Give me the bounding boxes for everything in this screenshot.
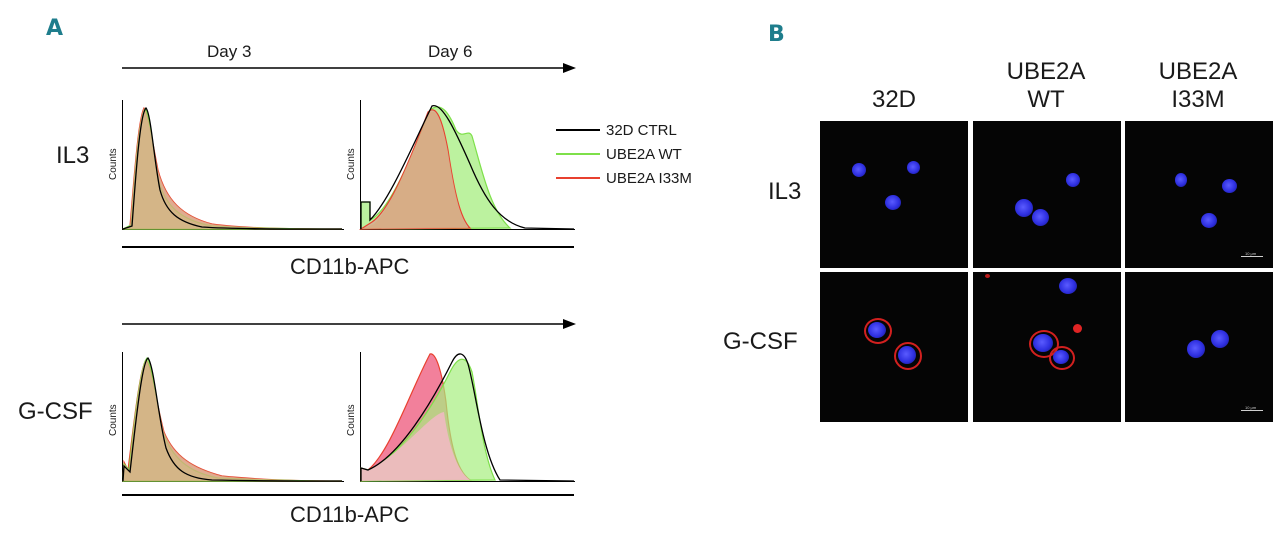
column-header-wt-line2: WT: [1027, 86, 1065, 113]
micrograph-il3-wt: [973, 121, 1121, 268]
day3-label-il3: Day 3: [207, 42, 252, 61]
membrane-ring: [894, 342, 922, 370]
histogram-gcsf-day6: [360, 352, 575, 482]
column-header-wt: UBE2A WT: [972, 58, 1120, 114]
hist-ctrl: [122, 357, 343, 482]
micro-row-label-il3: IL3: [768, 178, 802, 205]
legend-item-i33m: UBE2A I33M: [556, 166, 692, 190]
histogram-gcsf-day3: [122, 352, 344, 482]
column-header-i33m-line2: I33M: [1171, 86, 1225, 113]
column-header-wt-line1: UBE2A: [1006, 58, 1086, 85]
hist-ctrl: [360, 105, 575, 230]
red-speck: [985, 274, 990, 278]
legend-label-i33m: UBE2A I33M: [606, 169, 692, 187]
time-arrow-il3-head: [563, 63, 576, 73]
membrane-ring: [864, 318, 892, 344]
micro-row-label-gcsf: G-CSF: [723, 328, 798, 355]
panel-a-letter: A: [46, 16, 64, 41]
membrane-ring: [1029, 330, 1059, 358]
red-speck: [1073, 324, 1082, 333]
scale-bar: [1241, 410, 1263, 411]
micrograph-gcsf-i33m: 10 μm: [1125, 272, 1273, 422]
legend-item-wt: UBE2A WT: [556, 142, 692, 166]
hist-overlap: [361, 412, 470, 481]
row-label-gcsf: G-CSF: [18, 398, 93, 425]
column-header-32d: 32D: [820, 86, 968, 114]
hist-wt: [360, 358, 496, 482]
legend-swatch-i33m: [556, 177, 600, 179]
membrane-ring: [1049, 346, 1075, 370]
histogram-il3-day3: [122, 100, 344, 230]
nucleus: [1015, 199, 1033, 217]
panel-b-letter: B: [768, 22, 785, 47]
micrograph-il3-32d: [820, 121, 968, 268]
time-arrow-gcsf-head: [563, 319, 576, 329]
x-axis-label-il3: CD11b-APC: [290, 254, 410, 279]
day6-label-il3: Day 6: [428, 42, 473, 61]
nucleus: [1059, 278, 1077, 294]
column-header-i33m: UBE2A I33M: [1124, 58, 1272, 114]
scale-bar: [1241, 256, 1263, 257]
nucleus: [907, 161, 920, 174]
row-label-il3: IL3: [56, 142, 90, 169]
counts-label-gcsf-day6: Counts: [346, 404, 357, 436]
hist-overlap: [123, 108, 342, 229]
nucleus: [1222, 179, 1237, 193]
legend-label-ctrl: 32D CTRL: [606, 121, 677, 139]
x-axis-label-gcsf: CD11b-APC: [290, 502, 410, 527]
hist-overlap: [123, 360, 342, 481]
nucleus: [898, 346, 916, 364]
legend: 32D CTRL UBE2A WT UBE2A I33M: [556, 118, 692, 190]
counts-label-il3-day3: Counts: [108, 148, 119, 180]
legend-item-ctrl: 32D CTRL: [556, 118, 692, 142]
hist-ctrl: [360, 353, 575, 482]
legend-swatch-wt: [556, 153, 600, 155]
legend-label-wt: UBE2A WT: [606, 145, 682, 163]
nucleus: [1175, 173, 1187, 187]
micrograph-gcsf-wt: [973, 272, 1121, 422]
column-header-i33m-line1: UBE2A: [1158, 58, 1238, 85]
histogram-il3-day6: [358, 100, 575, 230]
nucleus: [868, 322, 886, 338]
nucleus: [852, 163, 866, 177]
nucleus: [1211, 330, 1229, 348]
nucleus: [885, 195, 901, 210]
hist-overlap: [361, 111, 468, 229]
micrograph-il3-i33m: 10 μm: [1125, 121, 1273, 268]
legend-swatch-ctrl: [556, 129, 600, 131]
nucleus: [1032, 209, 1049, 226]
nucleus: [1187, 340, 1205, 358]
counts-label-il3-day6: Counts: [346, 148, 357, 180]
micrograph-gcsf-32d: [820, 272, 968, 422]
counts-label-gcsf-day3: Counts: [108, 404, 119, 436]
nucleus: [1201, 213, 1217, 228]
hist-ctrl: [122, 107, 343, 230]
scale-bar-label: 10 μm: [1245, 405, 1257, 410]
scale-bar-label: 10 μm: [1245, 251, 1257, 256]
nucleus: [1033, 334, 1053, 352]
nucleus: [1053, 350, 1069, 364]
column-header-32d-line1: 32D: [871, 86, 917, 113]
nucleus: [1066, 173, 1080, 187]
